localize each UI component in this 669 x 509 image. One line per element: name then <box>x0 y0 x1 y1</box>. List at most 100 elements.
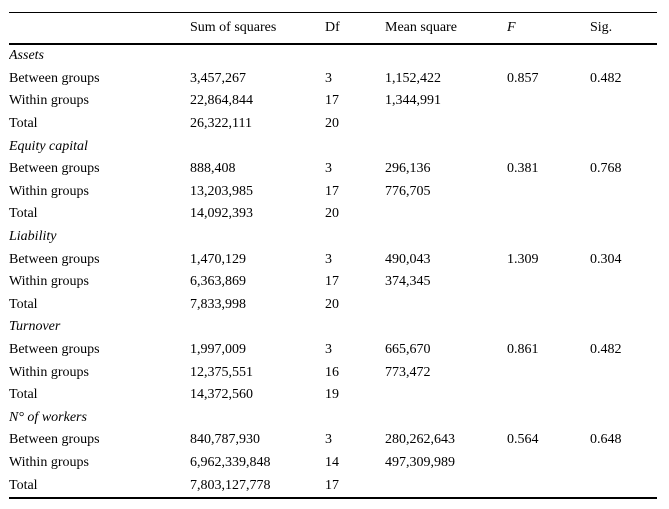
cell-df: 20 <box>325 296 339 312</box>
cell-sum-of-squares: 1,470,129 <box>190 251 246 267</box>
cell-df: 20 <box>325 206 339 222</box>
cell-sig: 0.648 <box>590 432 622 448</box>
cell-f <box>507 474 590 498</box>
cell-sig <box>590 361 657 384</box>
cell-sig <box>590 90 657 113</box>
cell-sig <box>590 452 657 475</box>
cell-df: 3 <box>325 70 332 86</box>
cell-sig <box>590 181 657 204</box>
row-label: Total <box>9 206 38 222</box>
cell-f: 0.861 <box>507 342 539 358</box>
col-header-mean-square: Mean square <box>385 12 507 45</box>
group-label: Equity capital <box>9 138 88 154</box>
cell-f: 0.381 <box>507 161 539 177</box>
cell-mean-square <box>385 384 507 407</box>
table-row: Between groups 1,470,129 3 490,043 1.309… <box>9 248 657 271</box>
group-header-row-n-of-workers: N° of workers <box>9 407 657 430</box>
cell-mean-square: 374,345 <box>385 274 431 290</box>
row-label: Total <box>9 387 38 403</box>
cell-f <box>507 294 590 317</box>
cell-mean-square: 773,472 <box>385 364 431 380</box>
table-row: Within groups 22,864,844 17 1,344,991 <box>9 90 657 113</box>
group-label: Turnover <box>9 319 61 335</box>
cell-df: 17 <box>325 183 339 199</box>
cell-sum-of-squares: 840,787,930 <box>190 432 260 448</box>
table-row: Total 26,322,111 20 <box>9 113 657 136</box>
cell-sig <box>590 384 657 407</box>
table-row: Within groups 12,375,551 16 773,472 <box>9 361 657 384</box>
cell-sum-of-squares: 6,962,339,848 <box>190 454 271 470</box>
table-row: Within groups 6,962,339,848 14 497,309,9… <box>9 452 657 475</box>
col-header-df: Df <box>325 12 385 45</box>
group-header-row-equity-capital: Equity capital <box>9 135 657 158</box>
cell-df: 3 <box>325 161 332 177</box>
cell-sum-of-squares: 13,203,985 <box>190 183 253 199</box>
group-label: Assets <box>9 48 44 64</box>
cell-sum-of-squares: 14,092,393 <box>190 206 253 222</box>
row-label: Between groups <box>9 251 100 267</box>
cell-sig: 0.482 <box>590 70 622 86</box>
cell-f: 1.309 <box>507 251 539 267</box>
cell-sig <box>590 474 657 498</box>
cell-sig: 0.304 <box>590 251 622 267</box>
cell-f <box>507 271 590 294</box>
cell-sum-of-squares: 14,372,560 <box>190 387 253 403</box>
cell-mean-square: 280,262,643 <box>385 432 455 448</box>
cell-f <box>507 181 590 204</box>
cell-mean-square: 1,152,422 <box>385 70 441 86</box>
row-label: Within groups <box>9 183 89 199</box>
col-header-sig: Sig. <box>590 12 657 45</box>
cell-sig <box>590 203 657 226</box>
cell-df: 17 <box>325 477 339 493</box>
table-row: Total 7,833,998 20 <box>9 294 657 317</box>
cell-f: 0.564 <box>507 432 539 448</box>
table-row: Total 7,803,127,778 17 <box>9 474 657 498</box>
cell-df: 17 <box>325 93 339 109</box>
cell-sum-of-squares: 22,864,844 <box>190 93 253 109</box>
table-row: Between groups 888,408 3 296,136 0.381 0… <box>9 158 657 181</box>
table-row: Total 14,092,393 20 <box>9 203 657 226</box>
cell-df: 3 <box>325 251 332 267</box>
cell-f <box>507 384 590 407</box>
cell-sum-of-squares: 7,803,127,778 <box>190 477 271 493</box>
row-label: Within groups <box>9 454 89 470</box>
row-label: Total <box>9 296 38 312</box>
row-label: Total <box>9 116 38 132</box>
row-label: Within groups <box>9 364 89 380</box>
cell-f: 0.857 <box>507 70 539 86</box>
group-header-row-assets: Assets <box>9 44 657 68</box>
cell-f <box>507 452 590 475</box>
cell-sum-of-squares: 26,322,111 <box>190 116 252 132</box>
table-row: Between groups 3,457,267 3 1,152,422 0.8… <box>9 68 657 91</box>
col-header-f: F <box>507 12 590 45</box>
group-label: Liability <box>9 229 57 245</box>
row-label: Between groups <box>9 70 100 86</box>
group-header-row-liability: Liability <box>9 226 657 249</box>
cell-f <box>507 113 590 136</box>
table-row: Total 14,372,560 19 <box>9 384 657 407</box>
cell-df: 16 <box>325 364 339 380</box>
cell-f <box>507 90 590 113</box>
cell-df: 3 <box>325 432 332 448</box>
cell-mean-square: 490,043 <box>385 251 431 267</box>
row-label: Between groups <box>9 432 100 448</box>
cell-df: 20 <box>325 116 339 132</box>
row-label: Within groups <box>9 274 89 290</box>
cell-sum-of-squares: 6,363,869 <box>190 274 246 290</box>
cell-df: 3 <box>325 342 332 358</box>
group-header-row-turnover: Turnover <box>9 316 657 339</box>
col-header-empty <box>9 12 190 45</box>
col-header-sum-of-squares: Sum of squares <box>190 12 325 45</box>
anova-table: Sum of squares Df Mean square F Sig. Ass… <box>9 12 657 499</box>
cell-sig <box>590 271 657 294</box>
table-row: Between groups 1,997,009 3 665,670 0.861… <box>9 339 657 362</box>
cell-df: 14 <box>325 454 339 470</box>
table-row: Within groups 6,363,869 17 374,345 <box>9 271 657 294</box>
table-row: Between groups 840,787,930 3 280,262,643… <box>9 429 657 452</box>
cell-sum-of-squares: 1,997,009 <box>190 342 246 358</box>
table-row: Within groups 13,203,985 17 776,705 <box>9 181 657 204</box>
cell-sig <box>590 294 657 317</box>
cell-f <box>507 361 590 384</box>
cell-mean-square: 665,670 <box>385 342 431 358</box>
